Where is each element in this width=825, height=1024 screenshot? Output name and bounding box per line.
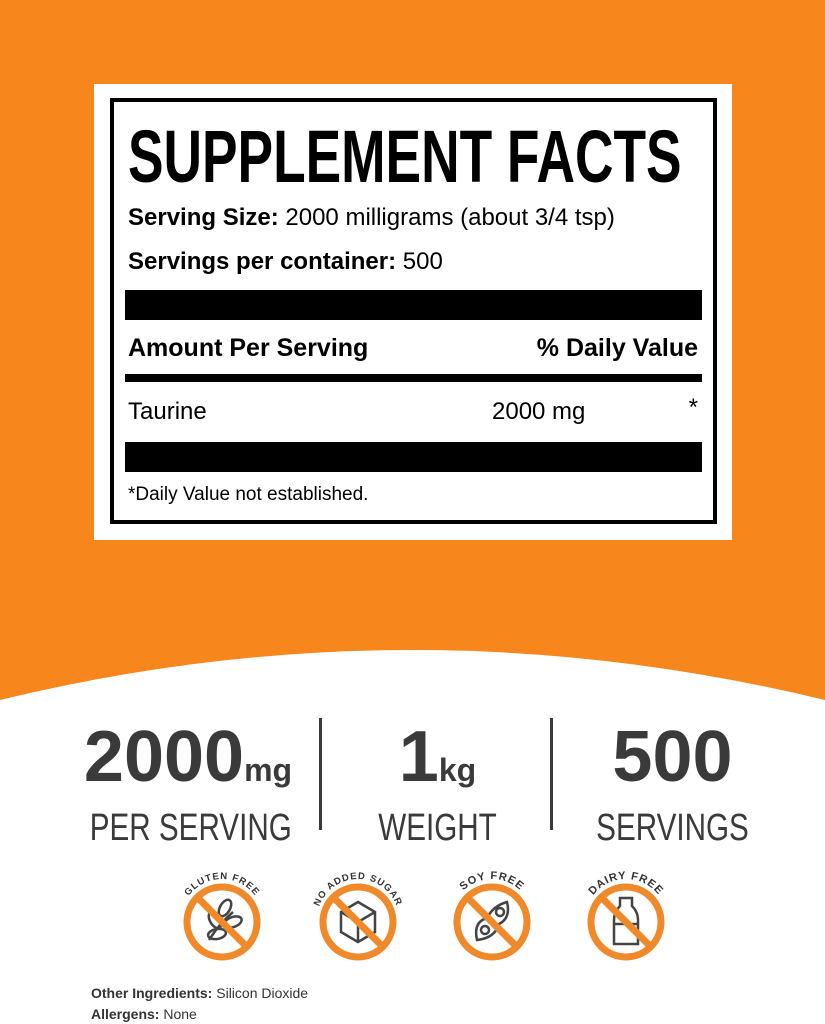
badge-no-added-sugar: NO ADDED SUGAR [303,862,413,972]
ingredient-dv: * [688,394,698,421]
divider-thick [125,442,702,472]
daily-value-header: % Daily Value [536,334,698,362]
prohibited-circle-icon [587,883,665,961]
divider-thick [125,290,702,320]
other-ingredients: Other Ingredients: Silicon Dioxide [91,985,309,1001]
facts-title: SUPPLEMENT FACTS [128,115,682,198]
separator [319,718,322,830]
badge-soy-free: SOY FREE [437,862,547,972]
prohibited-slash-icon [330,894,386,950]
amount-per-serving-header: Amount Per Serving [128,334,369,362]
prohibited-circle-icon [183,883,261,961]
stat-servings: 500 SERVINGS [596,717,749,849]
ingredient-name: Taurine [128,398,207,425]
divider-medium [125,374,702,382]
stat-weight: 1kg WEIGHT [378,717,497,849]
prohibited-circle-icon [453,883,531,961]
serving-size: Serving Size: 2000 milligrams (about 3/4… [128,204,615,231]
servings-per-container: Servings per container: 500 [128,248,443,275]
footnote: *Daily Value not established. [128,484,369,505]
supplement-facts-panel: SUPPLEMENT FACTS Serving Size: 2000 mill… [94,84,732,540]
prohibited-circle-icon [319,883,397,961]
prohibited-slash-icon [598,894,654,950]
prohibited-slash-icon [194,894,250,950]
ingredient-amount: 2000 mg [492,398,586,425]
prohibited-slash-icon [464,894,520,950]
allergens: Allergens: None [91,1006,197,1022]
badge-gluten-free: GLUTEN FREE [167,862,277,972]
badge-dairy-free: DAIRY FREE [571,862,681,972]
separator [550,718,553,830]
soybean-icon [474,900,510,942]
stat-per-serving: 2000mg PER SERVING [83,717,293,849]
